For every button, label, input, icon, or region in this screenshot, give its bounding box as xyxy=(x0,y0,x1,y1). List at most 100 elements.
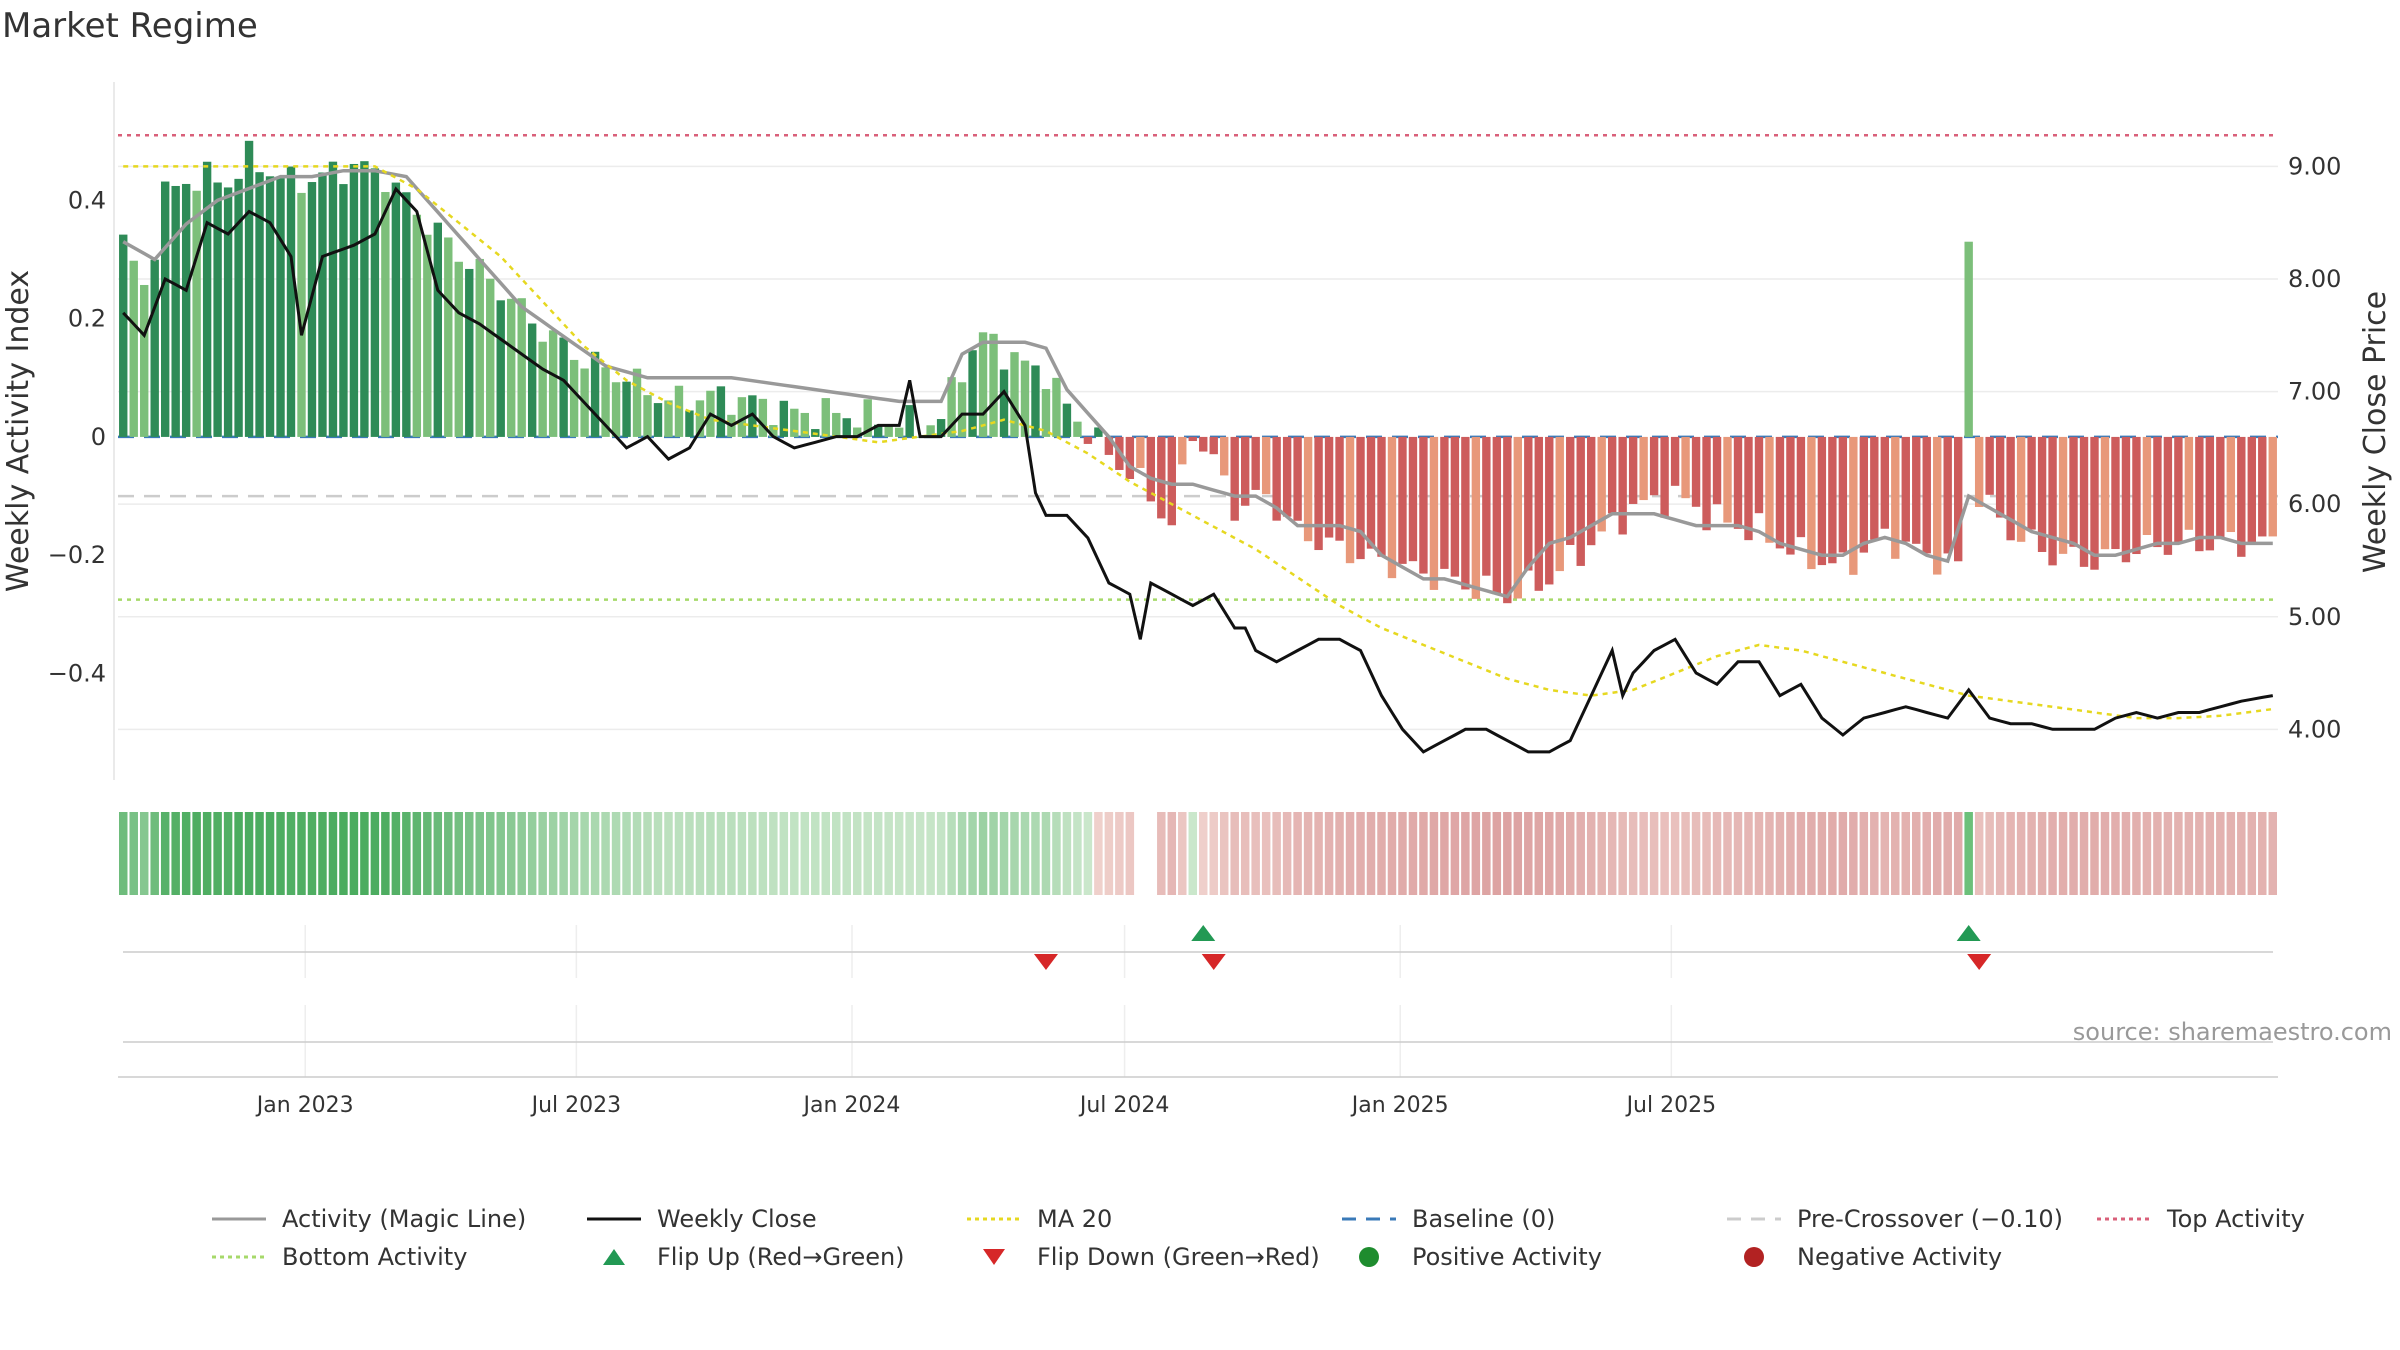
heat-cell xyxy=(2006,812,2015,895)
activity-bar xyxy=(1974,436,1984,507)
heat-cell xyxy=(1251,812,1260,895)
activity-bar xyxy=(1461,436,1470,590)
y-left-tick-label: 0.4 xyxy=(68,186,106,214)
activity-bar xyxy=(213,182,222,437)
heat-cell xyxy=(1482,812,1491,895)
activity-bar xyxy=(1293,436,1302,521)
source-text: source: sharemaestro.com xyxy=(2073,1018,2392,1046)
heat-cell xyxy=(569,812,579,895)
activity-bar xyxy=(370,168,380,437)
activity-bar xyxy=(496,300,505,437)
heat-cell xyxy=(1031,812,1040,895)
activity-bar xyxy=(318,172,327,437)
heat-cell xyxy=(580,812,589,895)
heat-cell xyxy=(1167,812,1177,895)
heat-cell xyxy=(915,812,925,895)
heat-cell xyxy=(800,812,810,895)
heat-cell xyxy=(1723,812,1732,895)
heat-cell xyxy=(1178,812,1187,895)
activity-bar xyxy=(1660,436,1669,518)
activity-bar xyxy=(2048,436,2057,566)
activity-bar xyxy=(1796,436,1806,538)
activity-bar xyxy=(632,368,642,437)
activity-bar xyxy=(1639,436,1648,501)
activity-bar xyxy=(1230,436,1239,521)
legend-swatch-icon xyxy=(587,1217,641,1221)
activity-bar xyxy=(192,190,201,437)
heat-cell xyxy=(1618,812,1627,895)
activity-bar xyxy=(1607,436,1617,514)
heat-cell xyxy=(1995,812,2005,895)
heat-cell xyxy=(2163,812,2173,895)
heat-cell xyxy=(716,812,726,895)
heat-cell xyxy=(318,812,327,895)
activity-bar xyxy=(1922,436,1931,554)
heat-cell xyxy=(1670,812,1680,895)
x-tick-label: Jan 2024 xyxy=(802,1093,901,1118)
activity-bar xyxy=(454,261,463,437)
heat-cell xyxy=(1041,812,1051,895)
activity-bar xyxy=(181,183,191,437)
activity-bar xyxy=(2100,436,2110,550)
activity-bar xyxy=(1010,352,1019,437)
activity-bar xyxy=(527,323,537,437)
ma20-line xyxy=(123,165,2273,720)
heat-cell xyxy=(1282,812,1292,895)
heat-cell xyxy=(1922,812,1931,895)
activity-bar xyxy=(1450,436,1460,577)
activity-bar xyxy=(1534,436,1543,591)
heat-cell xyxy=(2205,812,2215,895)
heat-cell xyxy=(286,812,296,895)
heat-cell xyxy=(454,812,464,895)
heat-cell xyxy=(1964,812,1973,895)
heat-cell xyxy=(2027,812,2036,895)
regime-heat-strip xyxy=(119,812,2277,895)
heat-cell xyxy=(485,812,495,895)
activity-bar xyxy=(1345,436,1355,564)
legend-label: Top Activity xyxy=(2167,1205,2305,1233)
activity-bar xyxy=(821,398,830,437)
activity-bar xyxy=(1419,436,1428,574)
activity-bar xyxy=(1209,436,1218,455)
activity-bar xyxy=(863,399,872,437)
heat-cell xyxy=(1503,812,1512,895)
heat-cell xyxy=(1010,812,1019,895)
activity-bar xyxy=(2090,436,2099,570)
activity-bar xyxy=(2111,436,2120,550)
activity-bar xyxy=(874,424,883,437)
heat-cell xyxy=(1419,812,1428,895)
activity-bar xyxy=(265,176,275,437)
heat-cell xyxy=(2111,812,2120,895)
heat-cell xyxy=(653,812,663,895)
y-right-tick-label: 5.00 xyxy=(2288,603,2341,631)
activity-bar xyxy=(1020,360,1030,437)
activity-bar xyxy=(1807,436,1816,570)
activity-bar xyxy=(465,268,474,437)
heat-cell xyxy=(758,812,768,895)
heat-cell xyxy=(1293,812,1302,895)
activity-bar xyxy=(643,395,652,437)
heat-cell xyxy=(1932,812,1942,895)
heat-cell xyxy=(1597,812,1606,895)
activity-bar xyxy=(2195,436,2204,552)
heat-cell xyxy=(674,812,684,895)
heat-cell xyxy=(223,812,233,895)
activity-bar xyxy=(936,419,946,437)
activity-bar xyxy=(1272,436,1281,521)
activity-bar xyxy=(1324,436,1334,538)
heat-cell xyxy=(139,812,149,895)
heat-cell xyxy=(1209,812,1218,895)
activity-bar xyxy=(1555,436,1564,572)
activity-bar xyxy=(853,427,862,437)
activity-bar xyxy=(894,427,904,437)
activity-bar xyxy=(255,172,264,437)
activity-bar xyxy=(307,182,317,437)
heat-cell xyxy=(821,812,831,895)
heat-cell xyxy=(1870,812,1879,895)
heat-cell xyxy=(2258,812,2267,895)
heat-cell xyxy=(643,812,652,895)
heat-cell xyxy=(936,812,946,895)
activity-bar xyxy=(685,410,694,437)
legend-label: Flip Up (Red→Green) xyxy=(657,1243,905,1271)
activity-bar xyxy=(444,237,453,437)
